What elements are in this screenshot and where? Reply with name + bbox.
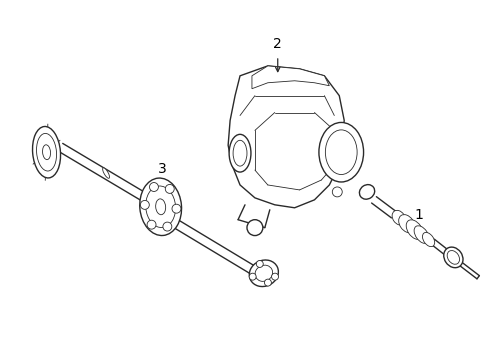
Ellipse shape: [145, 186, 175, 228]
Ellipse shape: [255, 265, 272, 282]
Ellipse shape: [233, 140, 246, 166]
Ellipse shape: [391, 210, 405, 225]
Ellipse shape: [140, 178, 181, 235]
Circle shape: [256, 261, 263, 267]
Ellipse shape: [413, 226, 428, 243]
Ellipse shape: [422, 233, 434, 247]
Circle shape: [264, 279, 271, 286]
Circle shape: [149, 183, 158, 192]
Circle shape: [332, 187, 342, 197]
Circle shape: [249, 273, 256, 280]
Circle shape: [163, 222, 171, 231]
Ellipse shape: [155, 199, 165, 215]
Ellipse shape: [398, 215, 414, 233]
Polygon shape: [228, 66, 344, 208]
Ellipse shape: [42, 145, 50, 159]
Ellipse shape: [325, 130, 356, 175]
Ellipse shape: [447, 251, 459, 264]
Text: 2: 2: [273, 37, 282, 51]
Circle shape: [140, 201, 149, 210]
Ellipse shape: [443, 247, 462, 268]
Ellipse shape: [37, 134, 57, 171]
Circle shape: [165, 184, 174, 193]
Text: 1: 1: [413, 208, 422, 222]
Polygon shape: [251, 66, 328, 89]
Circle shape: [246, 220, 263, 235]
Ellipse shape: [359, 185, 374, 199]
Text: 3: 3: [158, 162, 167, 176]
Ellipse shape: [102, 168, 109, 178]
Circle shape: [147, 220, 156, 229]
Circle shape: [172, 204, 181, 213]
Circle shape: [271, 273, 278, 280]
Ellipse shape: [318, 122, 363, 182]
Ellipse shape: [229, 134, 250, 172]
Ellipse shape: [249, 260, 278, 287]
Ellipse shape: [406, 220, 422, 239]
Ellipse shape: [33, 126, 61, 178]
